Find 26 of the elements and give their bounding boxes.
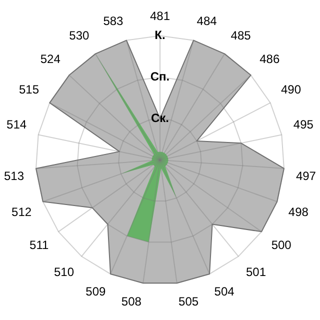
spoke-label: 504 (214, 284, 235, 299)
spoke-label: 501 (246, 265, 266, 280)
spoke-label: 515 (18, 82, 40, 96)
spoke-label: 500 (271, 238, 292, 252)
spoke-label: 524 (40, 52, 61, 66)
spoke-label: 509 (86, 284, 106, 299)
spoke-label: 484 (196, 14, 218, 28)
spoke-label: 485 (230, 28, 252, 43)
spoke-label: 510 (54, 265, 74, 280)
spoke-label: 505 (178, 294, 199, 309)
spoke-label: 486 (260, 52, 280, 66)
y-tick-label: Сп. (150, 69, 170, 84)
spoke-label: 583 (103, 14, 124, 28)
spoke-label: 513 (4, 168, 24, 183)
spoke-label: 530 (69, 28, 90, 43)
spoke-label: 511 (30, 238, 49, 252)
y-tick-label: К. (154, 28, 166, 42)
spoke-label: 512 (12, 205, 32, 220)
spoke-label: 490 (281, 82, 302, 96)
spoke-label: 481 (150, 8, 170, 23)
spoke-label: 497 (296, 168, 316, 183)
y-tick-label: Ск. (150, 110, 170, 125)
spoke-label: 514 (6, 117, 27, 132)
spoke-label: 495 (293, 117, 314, 132)
spoke-label: 508 (121, 294, 142, 309)
spoke-label: 498 (288, 205, 309, 220)
